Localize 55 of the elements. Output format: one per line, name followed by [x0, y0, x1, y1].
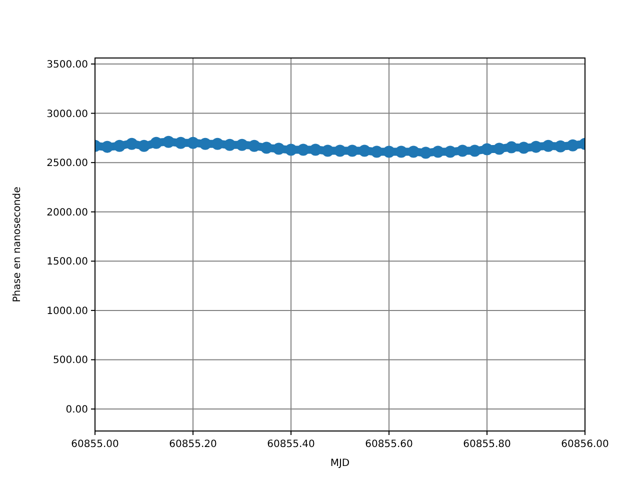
y-tick-label: 3000.00 [46, 108, 88, 120]
point [395, 146, 408, 158]
point [334, 144, 346, 157]
point [481, 143, 493, 156]
point [506, 141, 518, 154]
point [174, 136, 187, 149]
x-tick-label: 60855.20 [169, 439, 217, 450]
x-tick-label: 60855.80 [463, 439, 511, 450]
point [542, 140, 554, 152]
point [554, 140, 566, 152]
point [114, 140, 126, 152]
y-tick-label: 1500.00 [46, 256, 88, 268]
point [236, 138, 248, 151]
point [126, 138, 138, 150]
point [212, 138, 224, 150]
x-tick-label: 60855.40 [267, 439, 315, 450]
point [285, 144, 297, 156]
x-tick-label: 60855.00 [71, 439, 119, 450]
point [272, 142, 285, 155]
point [187, 136, 199, 149]
point [566, 139, 579, 152]
point [408, 146, 420, 158]
point [518, 142, 530, 154]
point [248, 140, 260, 152]
point [101, 140, 114, 153]
point [224, 138, 236, 151]
point [444, 146, 456, 158]
point [150, 136, 162, 149]
point [420, 146, 432, 159]
point [493, 142, 506, 155]
point [530, 140, 542, 153]
x-tick-label: 60855.60 [365, 439, 413, 450]
point [138, 140, 150, 152]
x-tick-label: 60856.00 [561, 439, 609, 450]
y-tick-label: 0.00 [66, 404, 88, 416]
x-axis-title: MJD [330, 458, 350, 469]
y-tick-label: 3500.00 [46, 60, 88, 71]
y-tick-label: 1000.00 [46, 306, 88, 317]
point [456, 144, 468, 157]
point [370, 146, 383, 158]
point [432, 146, 444, 158]
y-tick-label: 2500.00 [46, 158, 88, 170]
point [322, 144, 334, 157]
point [358, 144, 370, 157]
point [162, 136, 174, 148]
point [468, 144, 481, 157]
y-tick-label: 500.00 [53, 355, 88, 366]
point [297, 144, 310, 156]
y-tick-label: 2000.00 [46, 207, 88, 218]
point [383, 146, 395, 158]
point [199, 138, 212, 150]
y-axis-title: Phase en nanoseconde [12, 186, 23, 302]
point [310, 144, 322, 156]
point [346, 144, 358, 157]
point [260, 142, 272, 154]
